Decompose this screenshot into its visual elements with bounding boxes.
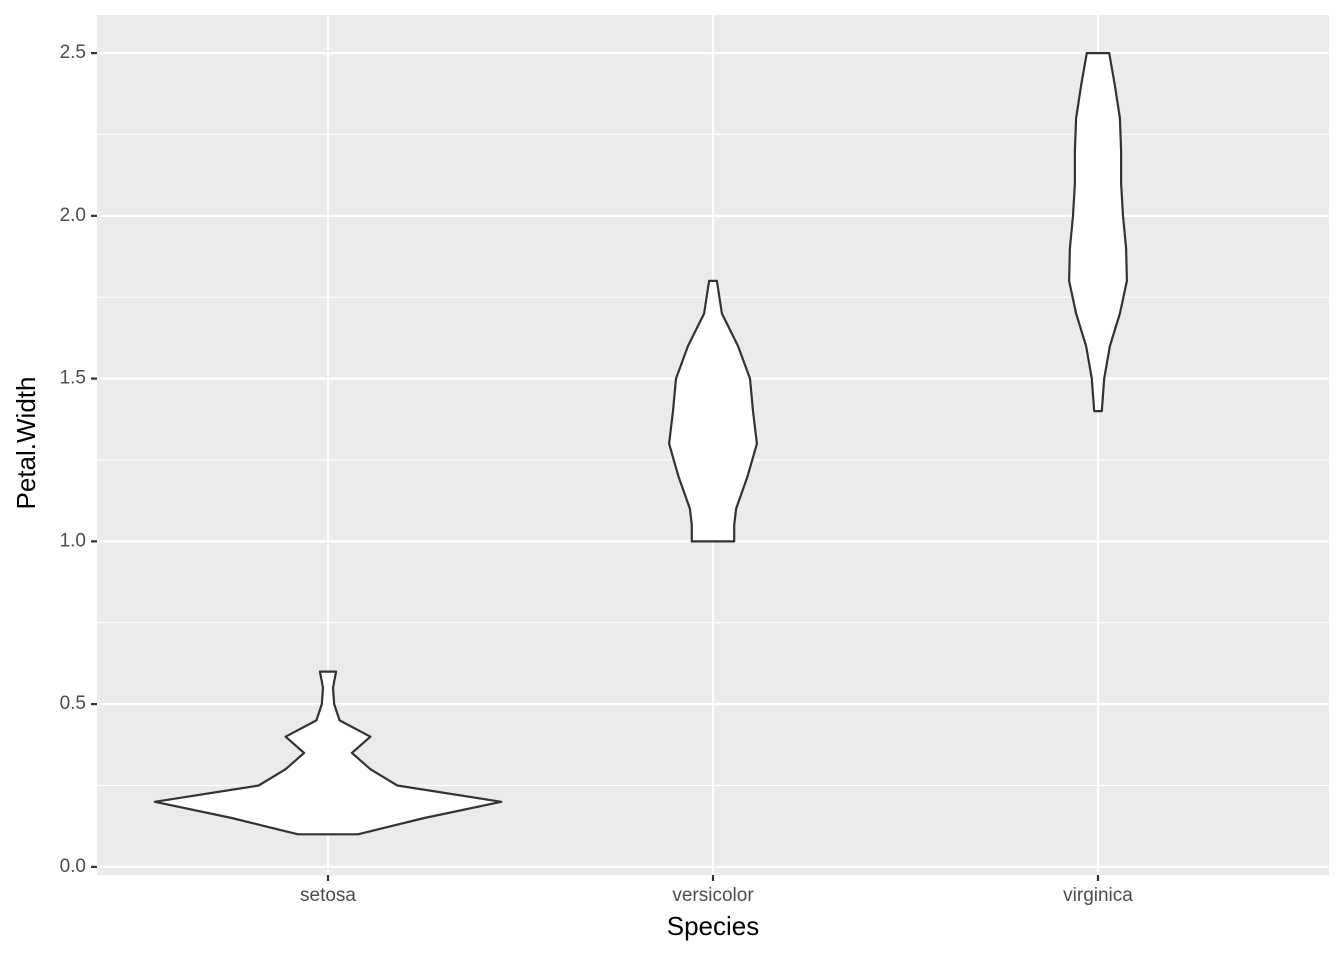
y-tick-label: 1.5: [60, 368, 86, 389]
x-tick-label: setosa: [300, 885, 356, 906]
y-axis-title: Petal.Width: [11, 377, 41, 510]
y-tick-label: 0.5: [60, 693, 86, 714]
x-axis-title: Species: [667, 911, 760, 941]
x-tick-label: virginica: [1063, 885, 1133, 906]
violin: [153, 670, 503, 836]
y-tick-label: 1.0: [60, 530, 86, 551]
x-tick-label: versicolor: [672, 885, 754, 906]
y-tick-label: 0.0: [60, 856, 86, 877]
y-tick-label: 2.0: [60, 205, 86, 226]
violin: [668, 279, 758, 543]
y-tick-label: 2.5: [60, 42, 86, 63]
violin: [1068, 52, 1128, 413]
